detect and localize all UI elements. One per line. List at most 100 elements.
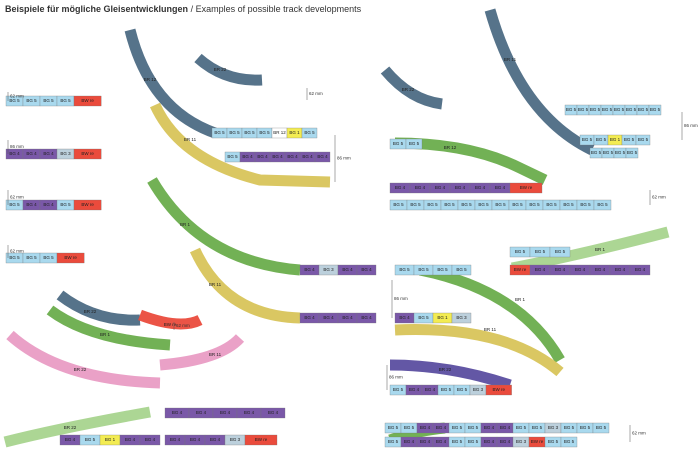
piece-label: BG 4 bbox=[172, 410, 183, 415]
curve-label: BR 22 bbox=[439, 367, 452, 372]
piece-label: BG 5 bbox=[9, 98, 20, 103]
piece-label: BW re bbox=[493, 387, 506, 392]
curve-label: BR 22 bbox=[84, 309, 97, 314]
piece-label: BG 4 bbox=[26, 151, 37, 156]
curve-track bbox=[138, 309, 203, 330]
piece-label: BW re bbox=[81, 151, 94, 156]
curve-label: BR 1 bbox=[595, 247, 606, 252]
piece-label: BG 5 bbox=[452, 439, 463, 444]
title-separator: / bbox=[191, 4, 194, 14]
track-piece bbox=[593, 199, 612, 211]
piece-label: BG 5 bbox=[388, 425, 399, 430]
track-piece bbox=[56, 252, 85, 264]
dimension-label: 86 mm bbox=[684, 123, 698, 128]
curve-track bbox=[394, 324, 564, 377]
piece-label: BG 5 bbox=[85, 437, 96, 442]
piece-label: BG 4 bbox=[65, 437, 76, 442]
piece-label: BG 4 bbox=[484, 439, 495, 444]
piece-label: BW re bbox=[520, 185, 533, 190]
piece-label: BG 4 bbox=[287, 154, 298, 159]
piece-label: BG 5 bbox=[580, 425, 591, 430]
dimension-label: 86 mm bbox=[337, 156, 351, 161]
piece-label: BG 5 bbox=[626, 107, 637, 112]
piece-label: BW re bbox=[81, 98, 94, 103]
track-piece bbox=[451, 312, 472, 324]
piece-label: BG 4 bbox=[500, 439, 511, 444]
piece-label: BG 4 bbox=[615, 267, 626, 272]
curve-track bbox=[389, 359, 512, 391]
piece-label: BG 5 bbox=[566, 107, 577, 112]
piece-label: BG 5 bbox=[404, 425, 415, 430]
piece-label: BG 4 bbox=[244, 410, 255, 415]
piece-label: BG 5 bbox=[26, 98, 37, 103]
piece-label: BG 4 bbox=[125, 437, 136, 442]
piece-label: BG 5 bbox=[614, 107, 625, 112]
piece-label: BG 4 bbox=[242, 154, 253, 159]
piece-label: BG 4 bbox=[304, 315, 315, 320]
piece-label: BG 4 bbox=[302, 154, 313, 159]
piece-label: BG 5 bbox=[555, 249, 566, 254]
curve-track bbox=[46, 305, 171, 351]
piece-label: BG 5 bbox=[468, 439, 479, 444]
piece-label: BG 5 bbox=[227, 154, 238, 159]
piece-label: BG 5 bbox=[229, 130, 240, 135]
piece-label: BG 5 bbox=[441, 387, 452, 392]
dimension-label: 62 mm bbox=[10, 249, 24, 254]
piece-label: BG 5 bbox=[602, 107, 613, 112]
piece-label: BG 5 bbox=[26, 255, 37, 260]
piece-label: BG 4 bbox=[257, 154, 268, 159]
title: Beispiele für mögliche Gleisentwicklunge… bbox=[5, 4, 362, 14]
piece-label: BG 5 bbox=[564, 439, 575, 444]
piece-label: BG 4 bbox=[436, 439, 447, 444]
dimension-label: 62 mm bbox=[10, 94, 24, 99]
piece-label: BG 4 bbox=[272, 154, 283, 159]
piece-label: BG 5 bbox=[624, 137, 635, 142]
curve-label: BR 11 bbox=[184, 137, 197, 142]
curve-label: BR 22 bbox=[74, 367, 87, 372]
piece-label: BG 4 bbox=[420, 439, 431, 444]
piece-label: BG 5 bbox=[478, 202, 489, 207]
curve-label: BR 11 bbox=[209, 352, 222, 357]
curve-label: BR 11 bbox=[209, 282, 222, 287]
piece-label: BW re bbox=[81, 202, 94, 207]
piece-label: BW re bbox=[514, 267, 527, 272]
track-piece bbox=[592, 422, 610, 434]
piece-label: BG 5 bbox=[409, 141, 420, 146]
track-piece bbox=[356, 312, 377, 324]
piece-label: BG 4 bbox=[9, 151, 20, 156]
piece-label: BG 5 bbox=[515, 249, 526, 254]
piece-label: BG 5 bbox=[596, 425, 607, 430]
piece-label: BG 5 bbox=[259, 130, 270, 135]
piece-label: BG 4 bbox=[342, 267, 353, 272]
piece-label: BG 4 bbox=[395, 185, 406, 190]
piece-label: BG 5 bbox=[393, 141, 404, 146]
track-piece bbox=[139, 434, 161, 446]
dimension-label: 86 mm bbox=[389, 375, 403, 380]
piece-label: BG 4 bbox=[317, 154, 328, 159]
curve-track bbox=[189, 247, 301, 324]
piece-label: BG 4 bbox=[43, 151, 54, 156]
piece-label: BG 5 bbox=[214, 130, 225, 135]
piece-label: BG 5 bbox=[410, 202, 421, 207]
piece-label: BG 4 bbox=[409, 387, 420, 392]
track-piece bbox=[485, 384, 512, 396]
piece-label: BG 4 bbox=[535, 267, 546, 272]
piece-label: BG 5 bbox=[512, 202, 523, 207]
piece-label: BG 4 bbox=[361, 315, 372, 320]
track-piece bbox=[73, 148, 102, 160]
piece-label: BG 5 bbox=[615, 150, 626, 155]
piece-label: BG 3 bbox=[456, 315, 467, 320]
piece-label: BG 5 bbox=[393, 387, 404, 392]
curve-track bbox=[56, 290, 141, 326]
curve-label: BR 11 bbox=[484, 327, 497, 332]
curve-track bbox=[194, 53, 263, 86]
track-piece bbox=[509, 182, 543, 194]
track-piece bbox=[648, 104, 662, 116]
piece-label: BG 3 bbox=[60, 151, 71, 156]
piece-label: BG 5 bbox=[9, 255, 20, 260]
piece-label: BG 4 bbox=[342, 315, 353, 320]
piece-label: BG 5 bbox=[393, 202, 404, 207]
piece-label: BG 5 bbox=[304, 130, 315, 135]
